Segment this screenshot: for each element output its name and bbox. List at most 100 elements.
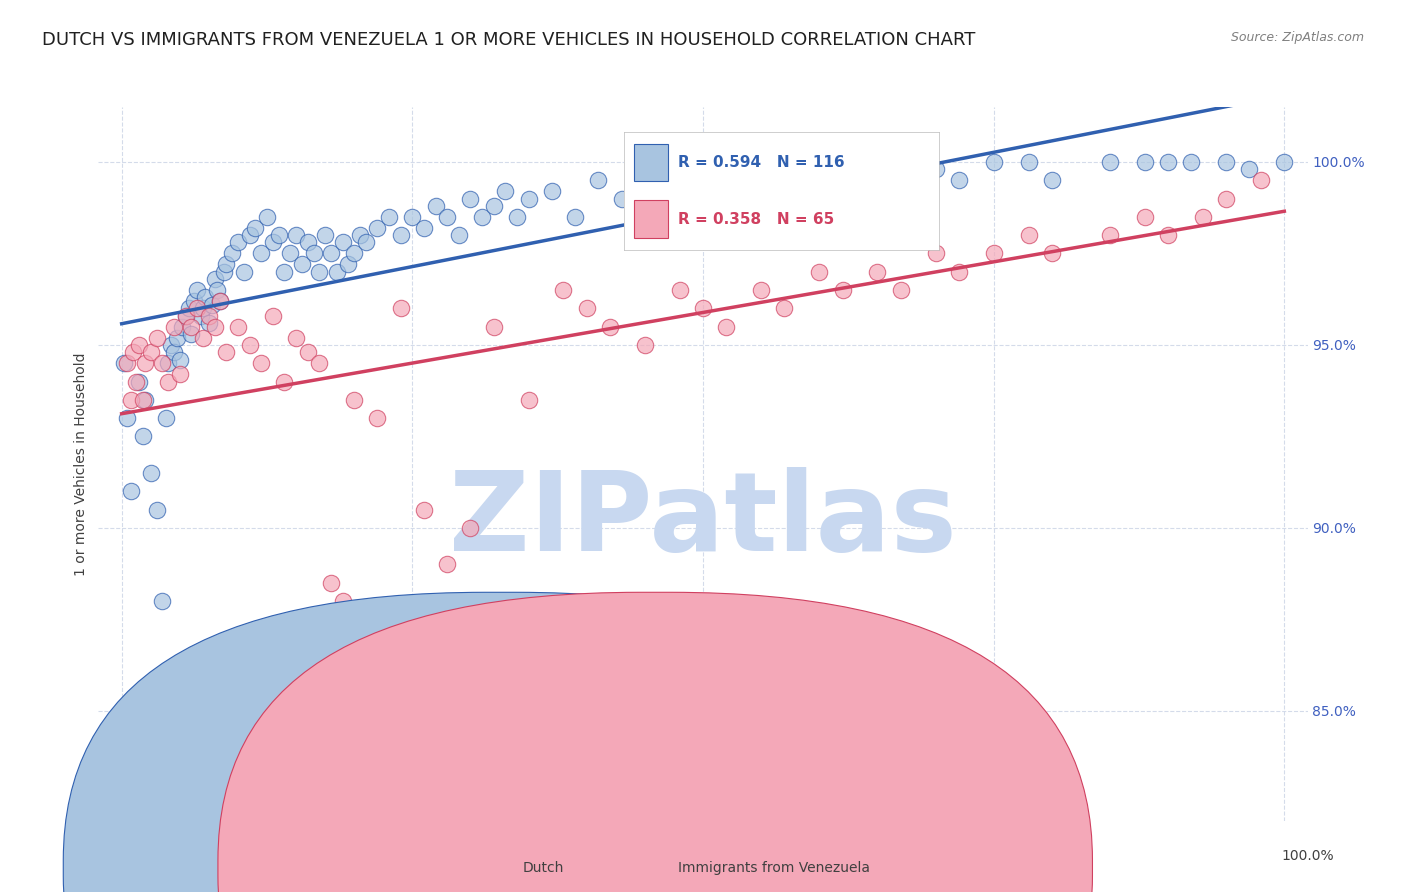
Point: [308, 265, 330, 279]
Point: [150, 594, 173, 608]
Point: [1215, 155, 1237, 169]
Point: [191, 301, 214, 316]
Point: [212, 265, 235, 279]
Point: [111, 758, 134, 772]
Point: [482, 199, 505, 213]
Point: [692, 301, 714, 316]
Point: [215, 345, 238, 359]
Point: [436, 210, 458, 224]
Point: [634, 338, 657, 352]
Point: [157, 375, 180, 389]
Point: [844, 192, 866, 206]
Point: [1180, 155, 1202, 169]
Point: [1192, 210, 1215, 224]
Point: [460, 521, 482, 535]
Text: Dutch: Dutch: [523, 861, 564, 875]
Point: [436, 558, 458, 572]
Point: [413, 502, 436, 516]
Point: [343, 246, 366, 260]
Point: [190, 309, 212, 323]
Point: [134, 356, 156, 370]
Point: [166, 330, 188, 344]
Point: [749, 173, 772, 187]
Point: [692, 162, 714, 177]
Point: [506, 210, 529, 224]
Point: [186, 283, 208, 297]
Point: [425, 199, 447, 213]
Point: [205, 283, 228, 297]
Point: [221, 246, 243, 260]
Point: [169, 352, 191, 367]
Point: [150, 356, 173, 370]
Point: [447, 228, 470, 243]
Point: [332, 235, 354, 250]
Point: [471, 210, 494, 224]
Point: [1098, 155, 1121, 169]
Point: [302, 246, 325, 260]
Point: [226, 235, 249, 250]
Point: [389, 228, 412, 243]
Point: [169, 367, 191, 381]
Point: [124, 375, 146, 389]
Point: [343, 392, 366, 407]
Point: [366, 411, 388, 425]
Y-axis label: 1 or more Vehicles in Household: 1 or more Vehicles in Household: [75, 352, 89, 575]
Point: [122, 345, 145, 359]
Point: [716, 319, 738, 334]
Point: [128, 375, 150, 389]
Point: [948, 173, 970, 187]
Point: [1040, 246, 1063, 260]
Point: [145, 330, 167, 344]
Point: [326, 265, 349, 279]
Point: [159, 338, 181, 352]
Point: [180, 326, 202, 341]
Point: [785, 184, 807, 198]
Point: [1215, 192, 1237, 206]
Point: [250, 356, 273, 370]
Point: [256, 210, 278, 224]
Point: [186, 301, 208, 316]
Point: [1157, 228, 1180, 243]
Point: [983, 246, 1005, 260]
Point: [332, 594, 354, 608]
Point: [226, 319, 249, 334]
Point: [901, 155, 924, 169]
Point: [378, 210, 401, 224]
Point: [232, 265, 254, 279]
Point: [278, 246, 301, 260]
Point: [163, 345, 186, 359]
Point: [204, 272, 226, 286]
Point: [494, 184, 516, 198]
Point: [131, 429, 153, 443]
Point: [128, 338, 150, 352]
Point: [319, 246, 342, 260]
Point: [239, 228, 262, 243]
Point: [262, 235, 284, 250]
Point: [866, 173, 889, 187]
Point: [610, 192, 633, 206]
Point: [285, 228, 308, 243]
Point: [808, 265, 831, 279]
Point: [749, 283, 772, 297]
Point: [239, 338, 262, 352]
Point: [139, 345, 162, 359]
Point: [198, 309, 221, 323]
Point: [163, 319, 186, 334]
Point: [564, 210, 586, 224]
Point: [668, 283, 690, 297]
Point: [198, 316, 221, 330]
Point: [354, 235, 377, 250]
Point: [634, 173, 657, 187]
Point: [831, 283, 853, 297]
Point: [120, 484, 142, 499]
Point: [155, 411, 177, 425]
Point: [172, 319, 194, 334]
Point: [180, 319, 202, 334]
Point: [983, 155, 1005, 169]
Point: [174, 309, 197, 323]
Point: [314, 228, 336, 243]
Point: [389, 301, 412, 316]
Point: [517, 392, 540, 407]
Point: [201, 298, 224, 312]
Point: [553, 283, 575, 297]
